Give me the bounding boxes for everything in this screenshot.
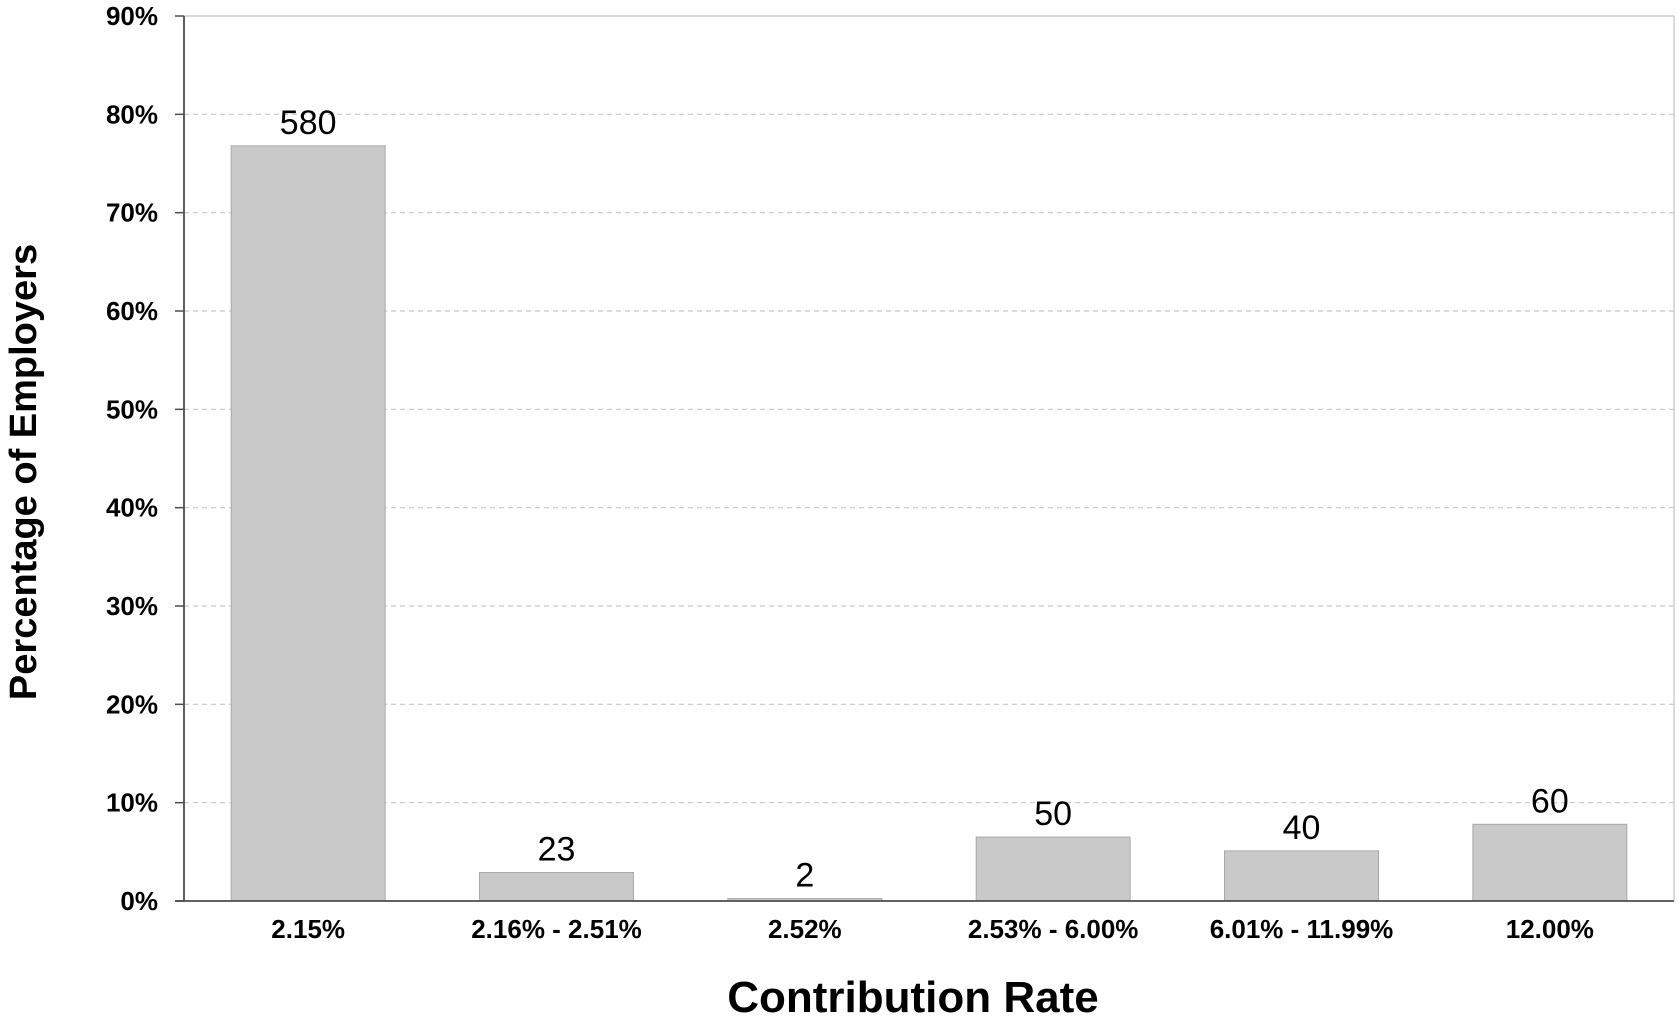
- bar: [230, 145, 386, 902]
- bar: [479, 871, 634, 902]
- y-tick-label: 90%: [106, 1, 158, 31]
- x-tick-label: 2.52%: [768, 914, 842, 944]
- y-axis-title: Percentage of Employers: [3, 244, 45, 700]
- bar: [1224, 850, 1379, 902]
- x-tick-label: 6.01% - 11.99%: [1210, 914, 1394, 944]
- data-label: 40: [1283, 809, 1321, 847]
- y-tick-label: 10%: [106, 788, 158, 818]
- data-label: 50: [1034, 795, 1072, 833]
- axes: [175, 15, 1675, 902]
- x-tick-label: 2.16% - 2.51%: [471, 914, 642, 944]
- y-tick-label: 40%: [106, 493, 158, 523]
- data-label: 60: [1531, 782, 1569, 820]
- y-tick-label: 50%: [106, 394, 158, 424]
- x-axis-title: Contribution Rate: [727, 973, 1099, 1017]
- bars: [230, 145, 1628, 902]
- x-tick-label: 12.00%: [1506, 914, 1594, 944]
- y-tick-label: 20%: [106, 689, 158, 719]
- y-tick-label: 30%: [106, 591, 158, 621]
- bar: [975, 836, 1131, 902]
- data-labels: 580 23 2 50 40 60: [280, 104, 1569, 895]
- data-label: 23: [538, 830, 576, 868]
- y-tick-label: 80%: [106, 99, 158, 129]
- y-tick-label: 0%: [120, 886, 158, 916]
- x-tick-label: 2.53% - 6.00%: [968, 914, 1139, 944]
- y-tick-label: 70%: [106, 198, 158, 228]
- gridlines: [184, 15, 1674, 804]
- bar: [1472, 823, 1628, 902]
- y-tick-labels: 0% 10% 20% 30% 40% 50% 60% 70% 80% 90%: [106, 1, 158, 916]
- x-tick-labels: 2.15% 2.16% - 2.51% 2.52% 2.53% - 6.00% 6.01…: [271, 914, 1594, 944]
- data-label: 2: [795, 857, 814, 895]
- x-tick-label: 2.15%: [271, 914, 345, 944]
- data-label: 580: [280, 104, 337, 142]
- y-tick-label: 60%: [106, 296, 158, 326]
